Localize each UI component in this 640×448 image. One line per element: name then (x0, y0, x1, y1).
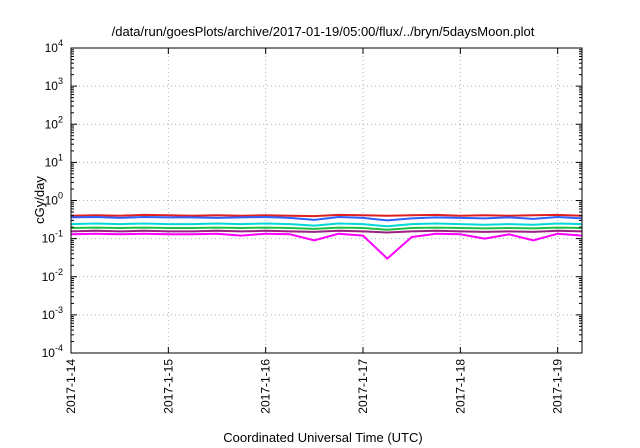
y-tick-label: 102 (45, 114, 63, 131)
y-tick-label: 103 (45, 76, 63, 93)
series-layer (70, 213, 583, 260)
y-tick-label: 100 (45, 191, 63, 208)
series-line (70, 232, 583, 260)
y-axis-label: cGy/day (32, 176, 47, 224)
chart-title: /data/run/goesPlots/archive/2017-01-19/0… (112, 24, 535, 39)
x-tick-label: 2017-1-18 (453, 359, 467, 414)
y-tick-label: 10-3 (42, 305, 63, 322)
y-tick-layer: 10-4 10-3 10-2 10-1 100 101 102 103 104 (42, 38, 582, 360)
series-line (70, 216, 583, 222)
x-tick-label: 2017-1-19 (551, 359, 565, 414)
series-line (70, 213, 583, 218)
series-line (70, 229, 583, 234)
series-line (70, 222, 583, 228)
x-axis-label: Coordinated Universal Time (UTC) (223, 430, 422, 445)
series-line (70, 226, 583, 231)
grid-layer (70, 48, 582, 353)
x-tick-label: 2017-1-14 (64, 359, 78, 414)
x-tick-label: 2017-1-15 (161, 359, 175, 414)
x-tick-label: 2017-1-16 (259, 359, 273, 414)
y-tick-label: 10-2 (42, 267, 63, 284)
y-tick-label: 101 (45, 152, 63, 169)
y-tick-label: 10-1 (42, 229, 63, 246)
x-tick-label: 2017-1-17 (356, 359, 370, 414)
x-tick-layer: 2017-1-14 2017-1-15 2017-1-16 2017-1-17 2017… (64, 48, 565, 414)
y-tick-label: 10-4 (42, 343, 63, 360)
y-tick-label: 104 (45, 38, 63, 55)
